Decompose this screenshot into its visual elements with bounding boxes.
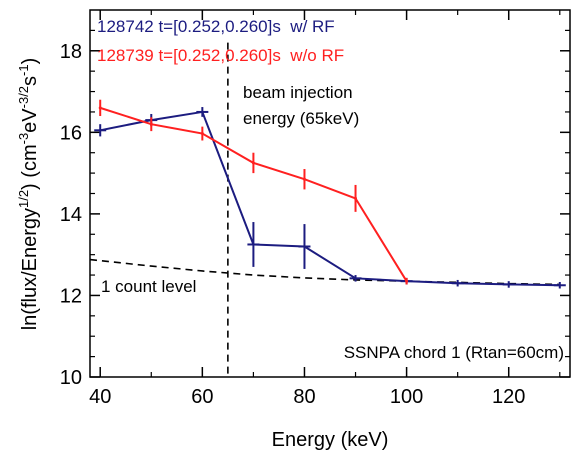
y-label-exp2: -3: [16, 133, 31, 145]
plot-frame: [89, 9, 571, 378]
x-tick-labels: 40 60 80 100 120: [89, 386, 525, 408]
one-count-level-line: [89, 258, 560, 286]
y-tick-label: 18: [60, 41, 82, 63]
ssnpa-annotation: SSNPA chord 1 (Rtan=60cm): [344, 343, 564, 362]
series-without-rf: [98, 99, 409, 285]
y-label-main: ln(flux/Energy: [19, 208, 41, 330]
y-axis-label: ln(flux/Energy1/2) (cm-3eV-3/2s-1): [16, 58, 41, 331]
y-tick-label: 16: [60, 122, 82, 144]
y-label-end: ): [19, 58, 41, 65]
y-tick-labels: 10 12 14 16 18: [60, 41, 82, 389]
legend-entry-with-rf: 128742 t=[0.252,0.260]s w/ RF: [97, 17, 335, 36]
series-line: [100, 110, 560, 287]
x-tick-label: 60: [191, 386, 213, 408]
data-point-marker: [302, 177, 306, 181]
data-point-marker: [251, 161, 255, 165]
x-tick-label: 120: [492, 386, 525, 408]
legend-entry-without-rf: 128739 t=[0.252,0.260]s w/o RF: [97, 46, 344, 65]
y-label-exp3: -3/2: [16, 86, 31, 108]
data-point-marker: [98, 106, 102, 110]
one-count-level-label: 1 count level: [101, 277, 196, 296]
beam-injection-label-line1: beam injection: [243, 83, 353, 102]
y-label-mid3: s: [19, 76, 41, 86]
x-axis-label: Energy (keV): [272, 429, 389, 451]
data-point-marker: [149, 122, 153, 126]
data-point-marker: [200, 132, 204, 136]
x-tick-label: 40: [89, 386, 111, 408]
x-tick-label: 100: [390, 386, 423, 408]
y-tick-label: 12: [60, 285, 82, 307]
data-point-marker: [405, 279, 409, 283]
x-tick-label: 80: [293, 386, 315, 408]
y-label-mid2: eV: [19, 108, 41, 133]
y-label-exp4: -1: [16, 64, 31, 76]
beam-injection-label-line2: energy (65keV): [243, 109, 359, 128]
y-tick-label: 14: [60, 204, 82, 226]
y-label-exp1: 1/2: [16, 190, 31, 208]
plot-area: [89, 42, 566, 377]
y-tick-label: 10: [60, 367, 82, 389]
series-with-rf: [94, 107, 566, 289]
y-label-mid: ) (cm: [19, 144, 41, 190]
axis-ticks: [90, 10, 570, 378]
data-point-marker: [354, 196, 358, 200]
